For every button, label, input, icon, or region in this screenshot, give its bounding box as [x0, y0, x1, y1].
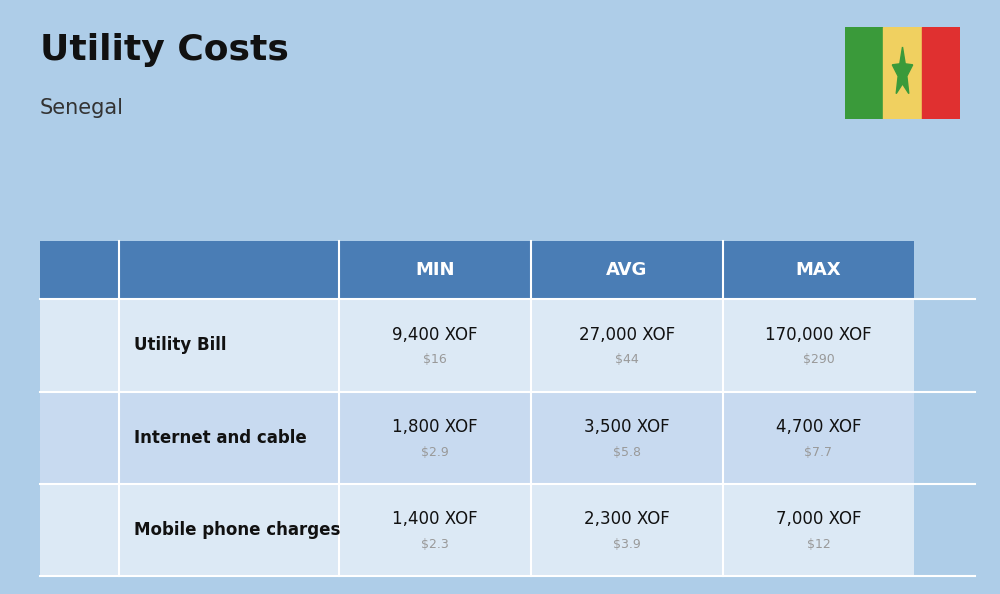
Text: 1,400 XOF: 1,400 XOF [392, 510, 478, 529]
FancyBboxPatch shape [56, 445, 104, 475]
Text: 3,500 XOF: 3,500 XOF [584, 418, 670, 436]
Text: $16: $16 [423, 353, 447, 366]
FancyBboxPatch shape [75, 517, 83, 527]
Circle shape [77, 430, 82, 437]
Bar [922, 27, 960, 119]
FancyBboxPatch shape [75, 536, 83, 546]
Text: 170,000 XOF: 170,000 XOF [765, 326, 872, 344]
FancyBboxPatch shape [67, 517, 75, 527]
FancyBboxPatch shape [83, 527, 91, 536]
Text: Utility Bill: Utility Bill [134, 336, 227, 355]
FancyBboxPatch shape [61, 491, 98, 571]
Circle shape [76, 338, 82, 346]
FancyBboxPatch shape [75, 546, 83, 555]
Text: $7.7: $7.7 [804, 446, 832, 459]
Text: 27,000 XOF: 27,000 XOF [579, 326, 675, 344]
Circle shape [92, 456, 99, 465]
Text: $44: $44 [615, 353, 639, 366]
Circle shape [81, 350, 106, 383]
Text: 4,700 XOF: 4,700 XOF [776, 418, 861, 436]
Circle shape [77, 559, 83, 567]
Text: $12: $12 [807, 538, 830, 551]
Text: $2.9: $2.9 [421, 446, 449, 459]
FancyBboxPatch shape [83, 517, 91, 527]
Circle shape [58, 338, 64, 346]
Text: $3.9: $3.9 [613, 538, 641, 551]
FancyBboxPatch shape [67, 507, 92, 557]
Polygon shape [892, 47, 913, 94]
Text: Mobile phone charges: Mobile phone charges [134, 521, 341, 539]
FancyBboxPatch shape [75, 527, 83, 536]
Text: MIN: MIN [415, 261, 455, 279]
FancyBboxPatch shape [83, 536, 91, 546]
Text: 7,000 XOF: 7,000 XOF [776, 510, 861, 529]
FancyBboxPatch shape [80, 315, 106, 359]
Text: Senegal: Senegal [40, 98, 124, 118]
Text: AVG: AVG [606, 261, 647, 279]
Text: MAX: MAX [796, 261, 841, 279]
Text: 9,400 XOF: 9,400 XOF [392, 326, 478, 344]
Text: $2.3: $2.3 [421, 538, 449, 551]
Circle shape [59, 315, 82, 346]
FancyBboxPatch shape [67, 546, 75, 555]
Text: $290: $290 [803, 353, 834, 366]
Bar [845, 27, 883, 119]
FancyBboxPatch shape [50, 347, 71, 382]
Circle shape [64, 323, 77, 339]
Circle shape [76, 315, 82, 323]
Text: Internet and cable: Internet and cable [134, 429, 307, 447]
Text: $5.8: $5.8 [613, 446, 641, 459]
Circle shape [80, 327, 86, 334]
Bar [883, 27, 922, 119]
Circle shape [67, 343, 73, 351]
Circle shape [58, 315, 64, 323]
Circle shape [54, 327, 61, 334]
FancyBboxPatch shape [67, 527, 75, 536]
Text: 2,300 XOF: 2,300 XOF [584, 510, 670, 529]
Text: 1,800 XOF: 1,800 XOF [392, 418, 478, 436]
FancyBboxPatch shape [83, 546, 91, 555]
FancyBboxPatch shape [67, 536, 75, 546]
Text: Utility Costs: Utility Costs [40, 33, 289, 67]
Circle shape [67, 310, 73, 318]
